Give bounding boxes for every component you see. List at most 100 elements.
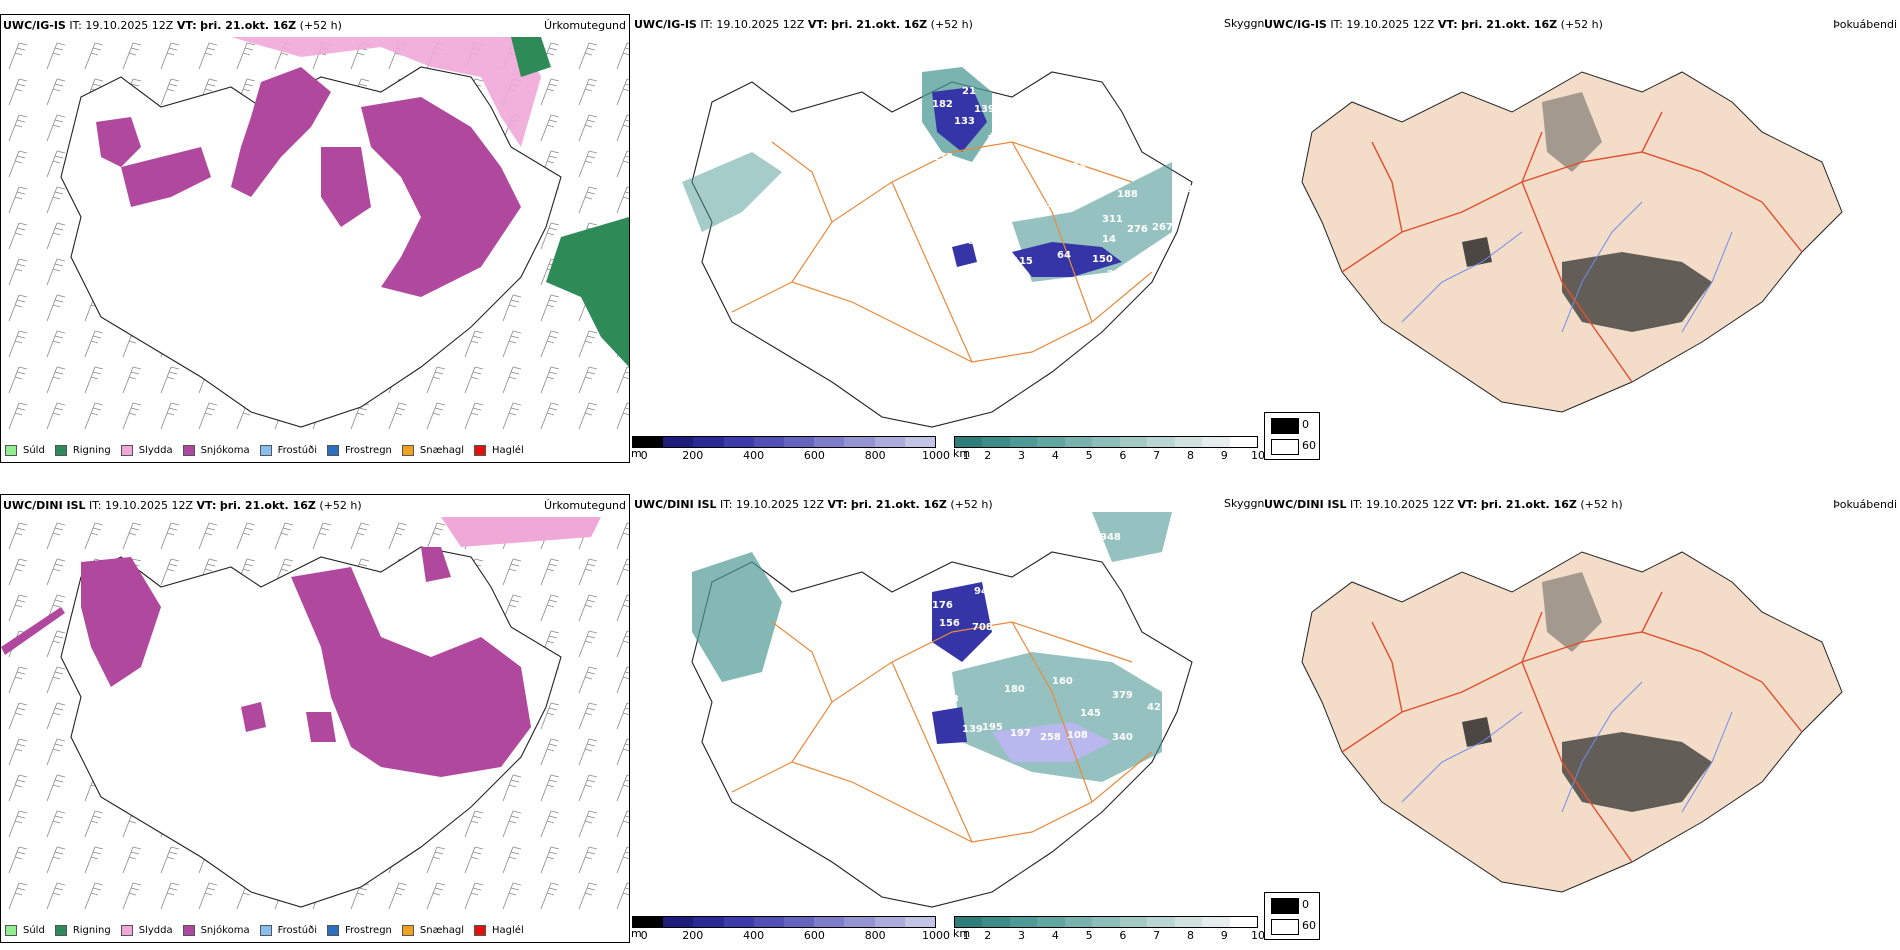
colorbar-tick: 4: [1051, 929, 1059, 942]
cloud-base-value: 258: [1040, 732, 1061, 743]
legend-swatch: [474, 925, 487, 936]
visibility-unit: km: [953, 927, 971, 940]
legend-label: Rigning: [72, 445, 111, 456]
legend-item-snæhagl: Snæhagl: [401, 445, 464, 456]
rivers: [1401, 201, 1733, 333]
colorbar-tick: 4: [1051, 449, 1059, 462]
cloud-base-value: 108: [1067, 730, 1088, 741]
colorbar-tick: 1000: [922, 449, 950, 462]
legend-item-slydda: Slydda: [120, 925, 173, 936]
legend-item-rigning: Rigning: [54, 445, 111, 456]
precip-map: [1, 517, 629, 917]
cloud-base-value: 379: [1112, 690, 1133, 701]
cloud-base-value: 150: [1092, 254, 1113, 265]
red-roads: [1341, 111, 1803, 383]
colorbar-tick: 200: [682, 449, 704, 462]
colorbar-tick: 8: [1186, 929, 1194, 942]
panel-title: Úrkomutegund: [544, 499, 626, 512]
snow-area-4: [421, 547, 451, 582]
fog-area: [1562, 732, 1712, 812]
fog-map: [1301, 551, 1843, 893]
panel-header: UWC/IG-IS IT: 19.10.2025 12Z VT: þri. 21…: [634, 18, 973, 31]
colorbar-tick: 1000: [922, 929, 950, 942]
precip-map: [1, 37, 629, 437]
colorbar-tick: 5: [1085, 929, 1093, 942]
legend-label: Súld: [23, 445, 45, 456]
cloud-base-value: 236: [1107, 269, 1128, 280]
legend-swatch: [120, 445, 133, 456]
cloud-base-value: 94: [974, 586, 988, 597]
colorbar-tick: 600: [803, 449, 825, 462]
fog-swatch-60: [1271, 919, 1299, 935]
colorbar-tick: 3: [1018, 929, 1026, 942]
legend-item-haglél: Haglél: [474, 925, 524, 936]
legend-swatch: [5, 445, 17, 456]
teal-area-3: [682, 152, 782, 232]
snow-area-1: [81, 557, 161, 687]
fog-panel-row1: UWC/IG-IS IT: 19.10.2025 12Z VT: þri. 21…: [1262, 14, 1900, 463]
iceland-land: [1301, 551, 1843, 893]
panel-title: Úrkomutegund: [544, 19, 626, 32]
legend-label: Frostúði: [277, 445, 317, 456]
cloud-base-value: 175: [982, 556, 1003, 567]
cloud-base-value: 152: [1172, 184, 1193, 195]
colorbar-tick: 10: [1251, 929, 1265, 942]
iceland-land: [1301, 71, 1843, 413]
cloud-base-value: 195: [982, 722, 1003, 733]
colorbar-tick: 2: [984, 449, 992, 462]
legend-label: Slydda: [138, 925, 173, 936]
legend-label: Slydda: [138, 445, 173, 456]
cloud-base-value: 145: [1080, 708, 1101, 719]
colorbar-tick: 1: [962, 929, 970, 942]
lavender-area: [992, 722, 1112, 762]
panel-header: UWC/DINI ISL IT: 19.10.2025 12Z VT: þri.…: [3, 499, 362, 512]
colorbar-tick: 6: [1119, 929, 1127, 942]
fog-swatch-0: [1271, 898, 1299, 914]
cloud-base-value: 32: [1072, 159, 1086, 170]
sleet-area: [231, 37, 541, 147]
fog-area-3: [1462, 717, 1492, 747]
colorbar-tick: 400: [743, 449, 765, 462]
road-network: [731, 141, 1153, 363]
cloud-base-value: 14: [1102, 234, 1116, 245]
fog-area-3: [1462, 237, 1492, 267]
cloud-base-value: 160: [1052, 676, 1073, 687]
cloudbase-colorbar: 0 200 400 600 800 1000 m: [631, 436, 950, 462]
colorbar-tick: 2: [984, 929, 992, 942]
legend-label: Súld: [23, 925, 45, 936]
red-roads: [1341, 591, 1803, 863]
cloud-base-value: 101: [932, 572, 953, 583]
legend-swatch: [120, 925, 133, 936]
legend-swatch: [54, 925, 67, 936]
panel-title: Skyggni: [1224, 497, 1268, 510]
cloud-base-value: 333: [957, 554, 978, 565]
legend-swatch: [182, 925, 195, 936]
precip-legend: Súld Rigning Slydda Snjókoma Frostúði Frostre…: [5, 925, 534, 936]
blue-area-1: [932, 582, 992, 662]
legend-item-snæhagl: Snæhagl: [401, 925, 464, 936]
cloud-base-value: 34: [1132, 154, 1146, 165]
legend-label: Snjókoma: [200, 445, 250, 456]
cloud-base-value: 158: [932, 152, 953, 163]
fog-map: [1301, 71, 1843, 413]
fog-legend-row1: 0 60: [1264, 412, 1320, 460]
legend-label: Frostúði: [277, 925, 317, 936]
legend-item-frostregn: Frostregn: [327, 925, 392, 936]
visibility-colorbar: 1 2 3 4 5 6 7 8 9 10 km: [953, 436, 1265, 462]
snow-streak: [1, 607, 65, 655]
cloud-base-value: 92: [1014, 206, 1028, 217]
colorbar-tick: 7: [1153, 449, 1161, 462]
blue-area-3: [952, 242, 977, 267]
blue-area-2: [932, 707, 967, 744]
colorbar-tick: 9: [1220, 449, 1228, 462]
legend-swatch: [259, 445, 272, 456]
legend-swatch: [401, 445, 414, 456]
rain-area: [546, 217, 629, 367]
cloud-base-value: 57: [1150, 676, 1164, 687]
legend-swatch: [401, 925, 414, 936]
precip-panel-row1: UWC/IG-IS IT: 19.10.2025 12Z VT: þri. 21…: [0, 14, 630, 463]
legend-item-snjókoma: Snjókoma: [182, 445, 250, 456]
panel-header: UWC/IG-IS IT: 19.10.2025 12Z VT: þri. 21…: [1264, 18, 1603, 31]
